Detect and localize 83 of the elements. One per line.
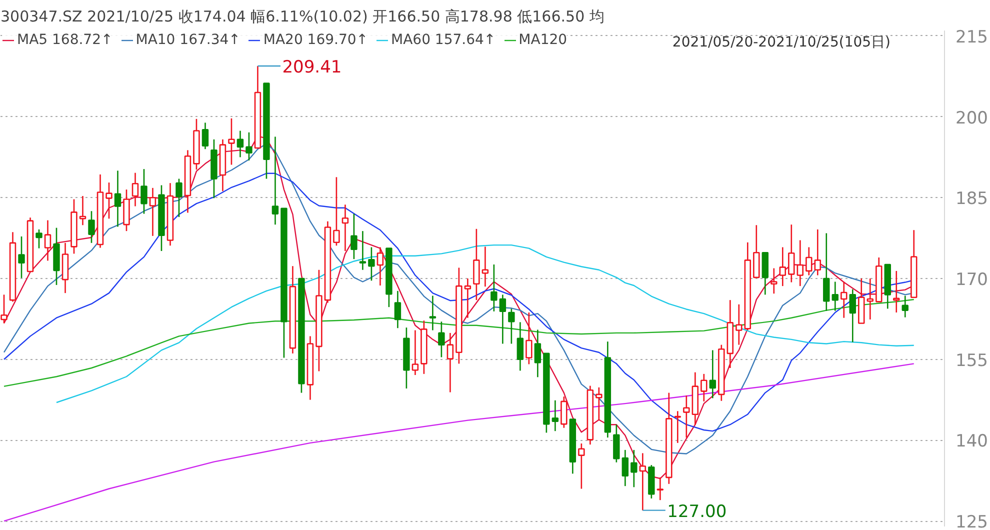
candlestick xyxy=(236,130,244,158)
candlestick xyxy=(149,187,156,237)
candlestick xyxy=(132,172,139,207)
candlestick xyxy=(272,136,279,226)
legend-label: MA20 169.70↑ xyxy=(263,32,368,48)
candlestick xyxy=(622,449,629,487)
candlestick xyxy=(534,329,542,378)
candlestick xyxy=(796,240,804,287)
candlestick xyxy=(36,228,42,249)
candlestick xyxy=(482,246,489,288)
candlestick xyxy=(473,228,480,301)
y-tick-label: 200 xyxy=(956,108,988,128)
candlestick xyxy=(359,230,366,271)
candlestick xyxy=(814,228,822,276)
y-tick-label: 185 xyxy=(956,189,988,210)
chart-title: 300347.SZ 2021/10/25 收174.04 幅6.11%(10.02) 开166.50 高178.98 低166.50 均 xyxy=(0,8,604,26)
candlestick xyxy=(709,350,716,399)
candlestick xyxy=(596,386,602,421)
candlestick xyxy=(429,295,436,331)
candlestick xyxy=(114,170,122,228)
candlestick xyxy=(176,178,182,218)
candlestick xyxy=(464,278,472,319)
line-series xyxy=(3,298,914,387)
candlestick xyxy=(516,322,524,372)
candlestick xyxy=(376,246,384,286)
candlestick xyxy=(823,232,830,312)
candlestick xyxy=(0,294,8,324)
candlestick xyxy=(700,373,708,402)
y-tick-label: 215 xyxy=(956,27,988,48)
candlestick xyxy=(832,281,838,312)
candlestick xyxy=(779,246,786,287)
candlestick xyxy=(788,224,795,283)
candlestick xyxy=(246,132,252,162)
y-tick-label: 155 xyxy=(956,350,988,371)
candlestick xyxy=(578,442,585,490)
candlestick xyxy=(202,122,209,150)
candlestick xyxy=(656,476,664,501)
candlestick xyxy=(526,312,532,365)
legend-label: MA60 157.64↑ xyxy=(391,32,496,48)
candlestick xyxy=(438,320,445,358)
candlestick xyxy=(140,168,148,214)
annotation: 209.41 xyxy=(282,58,342,78)
legend-label: MA120 xyxy=(518,32,568,48)
candlestick xyxy=(342,204,349,252)
candlestick xyxy=(88,210,95,244)
candlestick xyxy=(368,246,375,282)
candlestick xyxy=(674,410,682,444)
candlestick xyxy=(639,452,646,511)
candlestick xyxy=(770,268,778,294)
candlestick xyxy=(866,278,874,320)
y-tick-label: 140 xyxy=(956,432,988,452)
candlestick xyxy=(806,246,812,276)
candlestick xyxy=(613,424,620,463)
candlestick xyxy=(552,400,559,432)
candlestick xyxy=(630,449,638,488)
candlestick xyxy=(412,330,419,376)
candlestick xyxy=(18,236,25,279)
annotation: 2021/05/20-2021/10/25(105日) xyxy=(672,34,891,50)
candlestick xyxy=(499,294,506,344)
candlestick xyxy=(840,281,848,319)
candlestick xyxy=(350,213,358,260)
candlestick xyxy=(44,220,52,262)
candlestick xyxy=(228,118,235,166)
candlestick xyxy=(106,182,112,220)
candlestick xyxy=(736,304,742,346)
candlestick xyxy=(490,264,498,312)
y-tick-label: 125 xyxy=(956,512,988,530)
line-series xyxy=(3,363,914,522)
candlestick xyxy=(79,195,86,226)
candlestick xyxy=(849,288,856,343)
annotation: 127.00 xyxy=(667,502,727,522)
candlestick xyxy=(902,295,908,318)
legend-label: MA5 168.72↑ xyxy=(17,32,113,48)
candlestick xyxy=(333,176,340,246)
candlestick xyxy=(893,270,900,314)
candlestick xyxy=(508,308,515,344)
y-tick-label: 170 xyxy=(956,270,988,290)
legend-label: MA10 167.34↑ xyxy=(136,32,240,48)
candlestick xyxy=(394,290,402,329)
candlestick xyxy=(446,332,454,393)
candlestick xyxy=(560,396,568,428)
line-series xyxy=(56,244,914,404)
candlestick xyxy=(683,394,690,438)
